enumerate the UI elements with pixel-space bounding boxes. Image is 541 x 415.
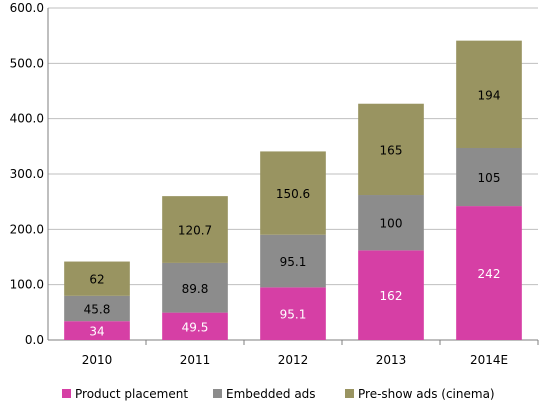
data-label: 105 [478, 171, 501, 185]
legend-swatch [345, 389, 354, 398]
y-tick-label: 0.0 [25, 333, 44, 347]
data-label: 95.1 [280, 255, 307, 269]
legend-label: Pre-show ads (cinema) [358, 387, 495, 401]
bar-segment [64, 295, 130, 322]
legend-label: Embedded ads [226, 387, 316, 401]
bar-segment [260, 234, 326, 288]
data-label: 162 [380, 289, 403, 303]
x-tick-label: 2010 [82, 353, 113, 367]
bar-segment [456, 40, 522, 148]
data-label: 49.5 [182, 320, 209, 334]
data-label: 165 [380, 143, 403, 157]
data-label: 242 [478, 267, 501, 281]
data-label: 34 [89, 325, 104, 339]
bar-segment [162, 312, 228, 340]
bar-segment [64, 321, 130, 340]
bar-segment [260, 151, 326, 235]
bar-segment [358, 250, 424, 340]
bar-segment [64, 261, 130, 296]
data-label: 120.7 [178, 224, 212, 238]
y-tick-label: 300.0 [10, 167, 44, 181]
data-label: 194 [478, 88, 501, 102]
y-tick-label: 200.0 [10, 222, 44, 236]
y-tick-label: 400.0 [10, 112, 44, 126]
data-label: 100 [380, 217, 403, 231]
x-tick-label: 2014E [470, 353, 508, 367]
x-tick-label: 2011 [180, 353, 211, 367]
y-tick-label: 500.0 [10, 56, 44, 70]
bar-segment [162, 196, 228, 263]
data-label: 89.8 [182, 282, 209, 296]
legend-swatch [213, 389, 222, 398]
legend-swatch [62, 389, 71, 398]
legend-label: Product placement [75, 387, 188, 401]
data-label: 95.1 [280, 308, 307, 322]
legend-item: Pre-show ads (cinema) [345, 387, 495, 401]
data-label: 62 [89, 273, 104, 287]
bar-segment [358, 195, 424, 251]
y-tick-label: 100.0 [10, 278, 44, 292]
bar-segment [162, 262, 228, 313]
bar-segment [358, 103, 424, 196]
data-label: 150.6 [276, 187, 310, 201]
data-label: 45.8 [84, 303, 111, 317]
y-tick-label: 600.0 [10, 1, 44, 15]
x-tick-label: 2013 [376, 353, 407, 367]
bar-segment [456, 147, 522, 207]
x-tick-label: 2012 [278, 353, 309, 367]
bar-segment [260, 287, 326, 340]
bar-segment [456, 206, 522, 340]
legend-item: Product placement [62, 387, 188, 401]
legend-item: Embedded ads [213, 387, 316, 401]
